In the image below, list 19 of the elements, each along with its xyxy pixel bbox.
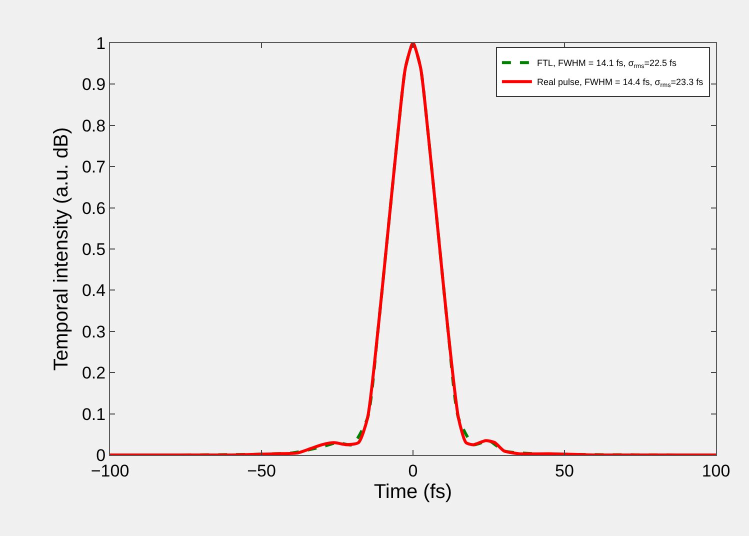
y-tick-label: 0.7 <box>82 158 106 177</box>
line-series <box>110 43 716 455</box>
y-tick-label: 1 <box>96 34 106 53</box>
y-axis-title: Temporal intensity (a.u. dB) <box>50 127 72 371</box>
y-tick-label: 0.9 <box>82 75 106 94</box>
legend-label: Real pulse, FWHM = 14.4 fs, σ$_{rms}$=23.3 fs <box>536 77 704 90</box>
x-tick-label: 0 <box>408 461 418 480</box>
y-tick-label: 0.5 <box>82 240 106 259</box>
y-tick-label: 0.6 <box>82 198 106 218</box>
y-tick-label: 0.2 <box>82 364 106 383</box>
y-tick-label: 0.1 <box>82 404 106 424</box>
legend-label: FTL, FWHM = 14.1 fs, σ$_{rms}$=22.5 fs <box>536 58 678 70</box>
y-tick-label: 0.4 <box>82 281 106 300</box>
y-tick-label: 0.8 <box>82 116 106 136</box>
y-tick-label: 0.3 <box>82 322 106 342</box>
x-tick-label: 100 <box>702 461 730 480</box>
x-tick-label: 50 <box>555 461 574 480</box>
x-tick-label: −50 <box>247 461 276 480</box>
x-axis-title: Time (fs) <box>374 480 452 503</box>
